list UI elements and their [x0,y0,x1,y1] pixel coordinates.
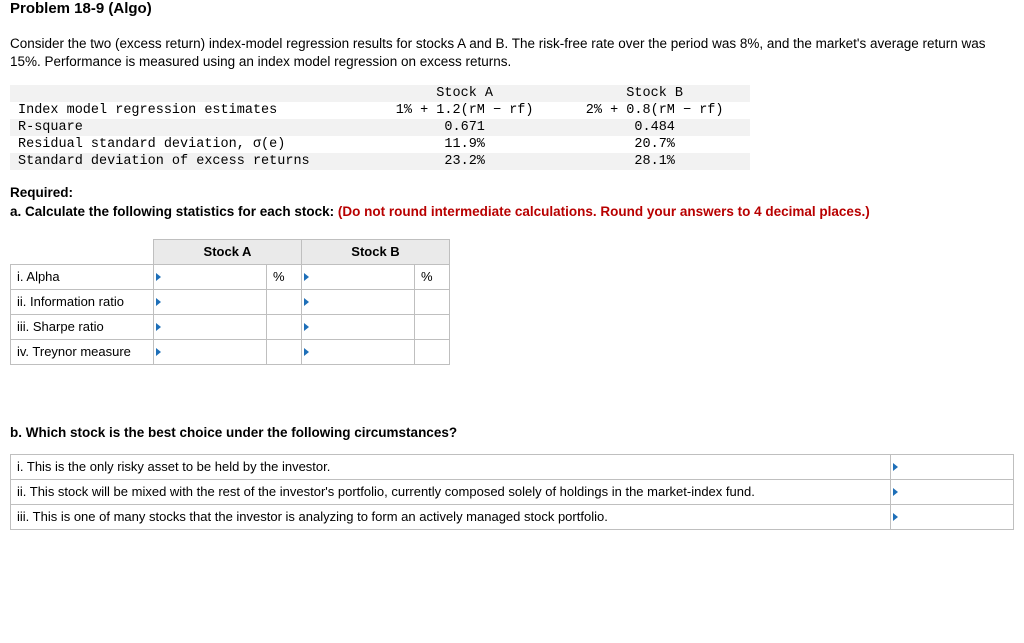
treynor-stock-b-input[interactable] [302,339,415,364]
unit-cell [415,339,450,364]
circumstance-desc: i. This is the only risky asset to be he… [11,454,891,479]
data-row-stock-a: 23.2% [370,153,560,170]
data-row-label: Standard deviation of excess returns [10,153,370,170]
data-row-label: Index model regression estimates [10,102,370,119]
sharpe-stock-a-input[interactable] [154,314,267,339]
unit-cell [415,314,450,339]
sharpe-stock-b-input[interactable] [302,314,415,339]
regression-data-table: Stock A Stock B Index model regression e… [10,85,750,170]
intro-text: Consider the two (excess return) index-m… [10,35,1014,71]
input-arrow-icon [156,348,161,356]
unit-cell [415,289,450,314]
data-row-stock-b: 2% + 0.8(rM − rf) [560,102,750,119]
input-arrow-icon [156,298,161,306]
circumstance-desc: iii. This is one of many stocks that the… [11,504,891,529]
data-row-stock-b: 0.484 [560,119,750,136]
part-a-prefix: a. Calculate the following statistics fo… [10,204,338,219]
part-a-instruction: (Do not round intermediate calculations.… [338,204,870,219]
answer-header-blank [11,239,154,264]
input-arrow-icon [156,273,161,281]
input-arrow-icon [893,513,898,521]
alpha-stock-a-input[interactable] [154,264,267,289]
unit-cell [267,339,302,364]
circumstance-select-1[interactable] [891,454,1014,479]
answer-row-label: ii. Information ratio [11,289,154,314]
unit-cell: % [415,264,450,289]
input-arrow-icon [304,273,309,281]
circumstance-select-3[interactable] [891,504,1014,529]
input-arrow-icon [156,323,161,331]
info-ratio-stock-b-input[interactable] [302,289,415,314]
data-row-label: Residual standard deviation, σ(e) [10,136,370,153]
required-label: Required: [10,185,73,200]
data-row-stock-a: 0.671 [370,119,560,136]
input-arrow-icon [304,348,309,356]
treynor-stock-a-input[interactable] [154,339,267,364]
data-row-label: R-square [10,119,370,136]
unit-cell [267,289,302,314]
circumstance-select-2[interactable] [891,479,1014,504]
unit-cell: % [267,264,302,289]
data-row-stock-a: 11.9% [370,136,560,153]
alpha-stock-b-input[interactable] [302,264,415,289]
input-arrow-icon [893,463,898,471]
problem-title: Problem 18-9 (Algo) [10,0,1014,17]
data-header-stock-b: Stock B [560,85,750,102]
data-row-stock-a: 1% + 1.2(rM − rf) [370,102,560,119]
circumstances-table: i. This is the only risky asset to be he… [10,454,1014,530]
circumstance-desc: ii. This stock will be mixed with the re… [11,479,891,504]
input-arrow-icon [893,488,898,496]
data-row-stock-b: 28.1% [560,153,750,170]
required-block: Required: a. Calculate the following sta… [10,184,1014,220]
answer-row-label: iv. Treynor measure [11,339,154,364]
answer-header-stock-a: Stock A [154,239,302,264]
data-header-stock-a: Stock A [370,85,560,102]
input-arrow-icon [304,298,309,306]
input-arrow-icon [304,323,309,331]
answer-row-label: i. Alpha [11,264,154,289]
info-ratio-stock-a-input[interactable] [154,289,267,314]
data-row-stock-b: 20.7% [560,136,750,153]
unit-cell [267,314,302,339]
part-b-question: b. Which stock is the best choice under … [10,425,1014,440]
answer-row-label: iii. Sharpe ratio [11,314,154,339]
answer-table: Stock A Stock B i. Alpha % % ii. Informa… [10,239,450,365]
answer-header-stock-b: Stock B [302,239,450,264]
data-header-blank [10,85,370,102]
